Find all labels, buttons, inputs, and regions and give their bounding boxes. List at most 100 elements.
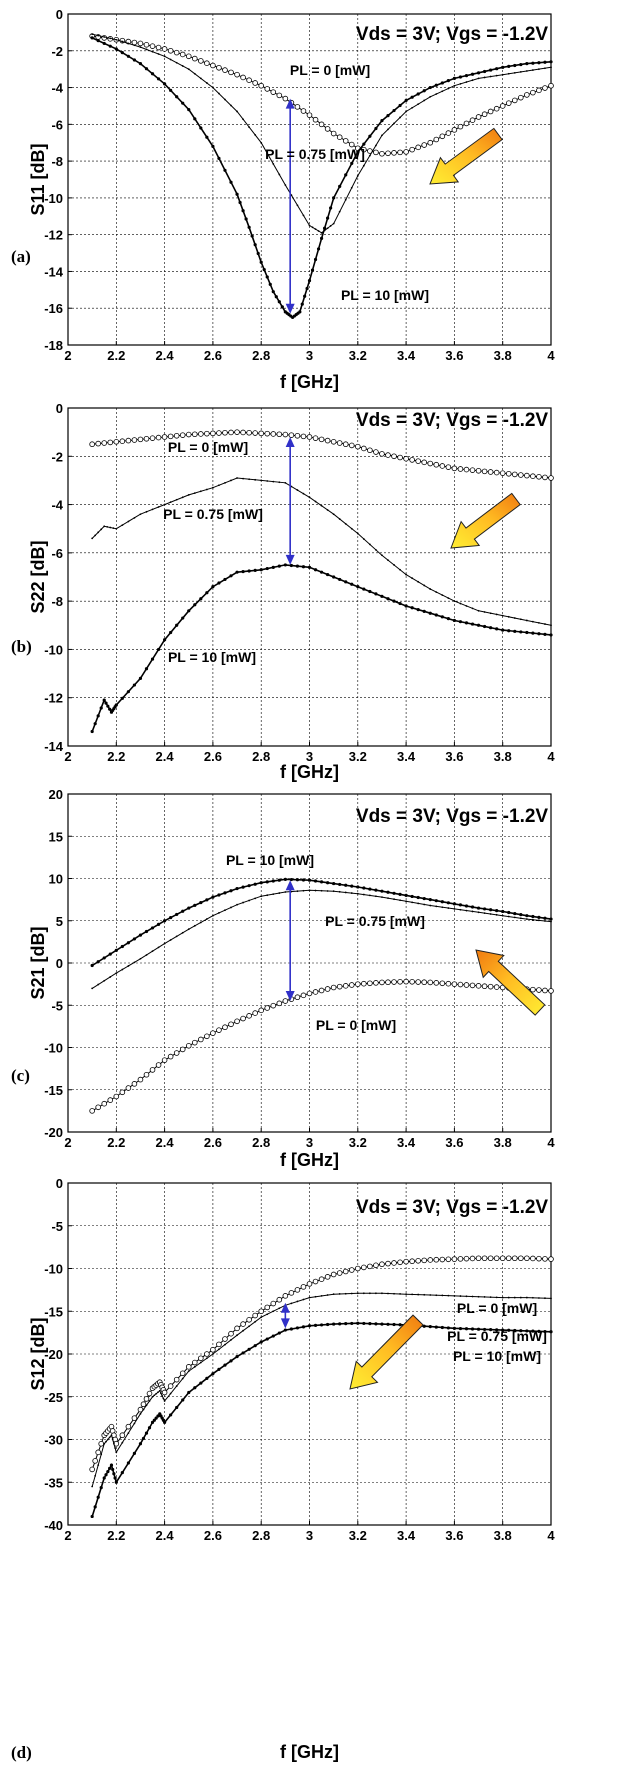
- data-point: [133, 961, 136, 964]
- x-tick-label: 3: [306, 749, 313, 764]
- data-point: [373, 149, 379, 156]
- y-tick-label: -14: [44, 264, 64, 279]
- data-point: [429, 95, 432, 98]
- data-point: [295, 1326, 300, 1330]
- data-point: [330, 1271, 337, 1278]
- data-point: [121, 524, 124, 526]
- y-tick-label: -10: [44, 1262, 63, 1277]
- data-point: [482, 69, 487, 74]
- data-point: [109, 1463, 114, 1467]
- x-tick-label: 3.6: [445, 348, 463, 363]
- data-point: [320, 504, 323, 507]
- data-point: [538, 919, 540, 922]
- data-point: [543, 1329, 547, 1334]
- data-point: [525, 70, 528, 72]
- data-point: [356, 174, 359, 177]
- data-point: [204, 430, 210, 437]
- data-point: [477, 77, 480, 80]
- data-point: [548, 475, 554, 481]
- data-point: [505, 470, 512, 477]
- data-point: [161, 46, 168, 52]
- arrow-head-top: [285, 880, 295, 891]
- series-label: PL = 10 [mW]: [226, 852, 314, 868]
- data-point: [139, 513, 142, 516]
- data-point: [379, 150, 385, 157]
- data-point: [519, 1329, 523, 1333]
- data-point: [262, 268, 266, 272]
- data-point: [193, 924, 196, 927]
- data-point: [543, 60, 547, 64]
- data-point: [350, 161, 354, 166]
- data-point: [131, 437, 138, 443]
- data-point: [155, 434, 162, 441]
- data-point: [108, 952, 112, 956]
- y-tick-label: -8: [51, 594, 63, 609]
- data-point: [470, 1327, 475, 1331]
- data-point: [103, 979, 106, 982]
- data-point: [435, 1294, 438, 1297]
- data-point: [94, 534, 97, 537]
- data-point: [489, 75, 492, 78]
- data-point: [132, 58, 137, 62]
- data-point: [306, 990, 313, 997]
- data-point: [507, 1328, 511, 1332]
- data-point: [187, 928, 190, 931]
- data-point: [368, 1292, 371, 1295]
- data-point: [271, 565, 275, 569]
- data-point: [277, 300, 281, 304]
- data-point: [89, 1466, 95, 1473]
- data-point: [439, 1256, 446, 1263]
- data-point: [108, 707, 112, 711]
- x-tick-label: 3.2: [349, 348, 367, 363]
- data-point: [112, 1442, 115, 1445]
- data-point: [254, 897, 257, 900]
- data-point: [338, 577, 342, 582]
- data-point: [350, 1292, 353, 1295]
- data-point: [310, 268, 315, 272]
- y-axis-label: S12 [dB]: [28, 1317, 48, 1390]
- series-filled-dot: [90, 1321, 553, 1519]
- data-point: [91, 1485, 94, 1488]
- data-point: [440, 615, 444, 619]
- data-point: [507, 72, 510, 75]
- data-point: [303, 294, 307, 298]
- data-point: [266, 1313, 269, 1316]
- data-point: [481, 1255, 488, 1262]
- data-point: [175, 912, 179, 917]
- data-point: [344, 198, 347, 201]
- data-point: [163, 503, 166, 506]
- data-point: [240, 1015, 246, 1022]
- data-point: [256, 251, 260, 256]
- data-point: [151, 50, 154, 53]
- data-point: [193, 1386, 197, 1390]
- data-point: [375, 144, 377, 147]
- data-point: [548, 988, 554, 994]
- data-point: [441, 594, 444, 597]
- y-axis-label: S22 [dB]: [28, 540, 48, 613]
- data-point: [144, 929, 149, 934]
- data-point: [476, 906, 481, 910]
- data-point: [332, 890, 335, 893]
- data-point: [161, 1394, 164, 1397]
- data-point: [329, 225, 332, 227]
- data-point: [187, 1390, 191, 1395]
- data-point: [501, 628, 505, 632]
- data-point: [125, 1423, 132, 1430]
- data-point: [278, 173, 281, 176]
- data-point: [265, 566, 269, 571]
- data-point: [217, 893, 221, 897]
- data-point: [409, 146, 415, 153]
- x-tick-label: 3.2: [349, 1528, 367, 1543]
- data-point: [223, 577, 227, 582]
- x-tick-label: 2.6: [204, 749, 222, 764]
- data-point: [260, 895, 263, 898]
- data-point: [344, 883, 348, 887]
- data-point: [242, 1329, 244, 1332]
- data-point: [361, 146, 367, 153]
- data-point: [234, 429, 240, 435]
- data-point: [102, 1476, 106, 1480]
- series-label: PL = 0.75 [mW]: [265, 146, 365, 162]
- data-point: [150, 72, 155, 76]
- data-point: [92, 1458, 98, 1464]
- data-point: [270, 1002, 277, 1009]
